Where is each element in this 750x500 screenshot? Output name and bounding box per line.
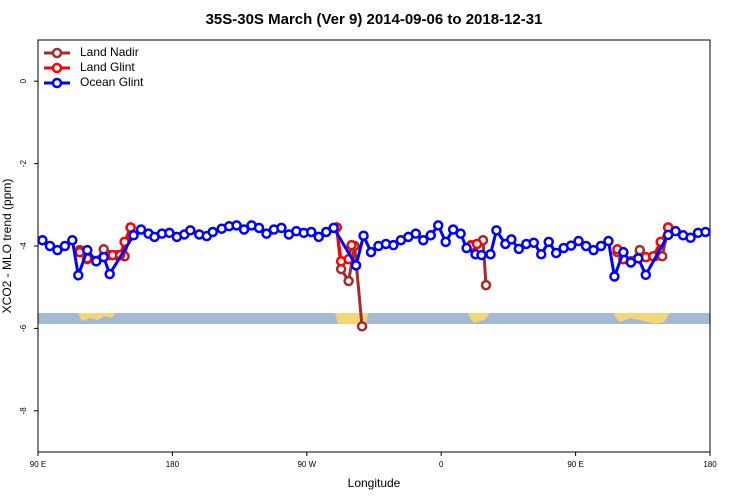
land-ocean-strip bbox=[38, 313, 710, 324]
legend-marker bbox=[51, 47, 63, 59]
data-point bbox=[59, 240, 71, 252]
data-point bbox=[543, 236, 554, 248]
data-point bbox=[432, 220, 444, 231]
data-point bbox=[603, 235, 614, 247]
data-point bbox=[476, 249, 487, 261]
data-point bbox=[388, 239, 399, 251]
data-point bbox=[328, 222, 339, 234]
data-point bbox=[358, 230, 369, 241]
data-point bbox=[253, 222, 265, 234]
legend-label: Ocean Glint bbox=[80, 75, 144, 89]
y-tick-label: -2 bbox=[19, 159, 28, 167]
legend-label: Land Glint bbox=[80, 60, 135, 74]
data-point bbox=[320, 226, 332, 238]
data-point bbox=[471, 238, 483, 250]
legend-marker bbox=[51, 77, 63, 89]
data-point bbox=[461, 242, 472, 254]
chart-title: 35S-30S March (Ver 9) 2014-09-06 to 2018… bbox=[206, 11, 543, 28]
data-point bbox=[550, 247, 562, 259]
data-point bbox=[485, 248, 496, 260]
y-tick-label: -8 bbox=[19, 407, 28, 415]
x-tick-label: 180 bbox=[166, 460, 180, 469]
data-point bbox=[365, 246, 377, 258]
data-point bbox=[346, 239, 357, 251]
data-point bbox=[625, 257, 637, 268]
data-point bbox=[595, 240, 607, 252]
data-point bbox=[231, 220, 242, 231]
x-tick-label: 90 W bbox=[297, 460, 316, 469]
data-point bbox=[98, 251, 109, 263]
y-axis-label: XCO2 - MLO trend (ppm) bbox=[0, 179, 14, 314]
data-point bbox=[670, 225, 681, 237]
data-point bbox=[447, 224, 459, 235]
legend-label: Land Nadir bbox=[80, 45, 139, 59]
x-tick-label: 0 bbox=[439, 460, 444, 469]
data-point bbox=[67, 234, 78, 246]
data-point bbox=[440, 236, 451, 248]
data-point bbox=[588, 244, 599, 256]
data-point bbox=[513, 243, 525, 255]
data-point bbox=[580, 240, 592, 252]
data-point bbox=[37, 234, 48, 246]
data-point bbox=[410, 228, 422, 239]
data-point bbox=[276, 222, 287, 234]
y-tick-label: 0 bbox=[19, 78, 28, 83]
y-tick-label: -6 bbox=[19, 324, 28, 332]
data-point bbox=[536, 248, 547, 260]
data-point bbox=[313, 231, 324, 243]
data-point bbox=[350, 260, 362, 271]
data-point bbox=[238, 224, 250, 235]
data-point bbox=[82, 244, 93, 256]
data-point bbox=[261, 228, 272, 239]
data-point bbox=[90, 255, 102, 267]
data-point bbox=[618, 246, 629, 258]
legend-marker bbox=[51, 62, 63, 74]
data-point bbox=[491, 225, 502, 236]
data-point bbox=[343, 275, 354, 287]
data-point bbox=[565, 240, 577, 251]
data-point bbox=[528, 237, 540, 248]
data-point bbox=[73, 270, 84, 281]
data-point bbox=[418, 234, 429, 246]
y-tick-label: -4 bbox=[19, 242, 28, 250]
data-point bbox=[104, 268, 115, 280]
data-point bbox=[640, 269, 652, 281]
data-point bbox=[425, 230, 436, 241]
data-point bbox=[44, 240, 56, 252]
data-point bbox=[306, 226, 317, 238]
data-point bbox=[506, 234, 517, 245]
data-point bbox=[185, 225, 196, 236]
data-point bbox=[480, 279, 492, 291]
data-point bbox=[573, 235, 584, 247]
data-point bbox=[128, 230, 139, 241]
data-point bbox=[455, 228, 466, 239]
x-tick-label: 90 E bbox=[567, 460, 583, 469]
data-point bbox=[356, 321, 368, 332]
data-point bbox=[52, 244, 63, 256]
data-point bbox=[135, 224, 147, 235]
x-axis-label: Longitude bbox=[348, 476, 401, 490]
x-tick-label: 90 E bbox=[30, 460, 46, 469]
data-point bbox=[164, 227, 175, 239]
x-tick-label: 180 bbox=[703, 460, 717, 469]
data-point bbox=[609, 271, 620, 282]
data-point bbox=[633, 253, 644, 264]
data-point bbox=[207, 226, 218, 238]
data-point bbox=[685, 232, 696, 244]
data-point bbox=[634, 244, 646, 256]
data-point bbox=[700, 226, 711, 238]
